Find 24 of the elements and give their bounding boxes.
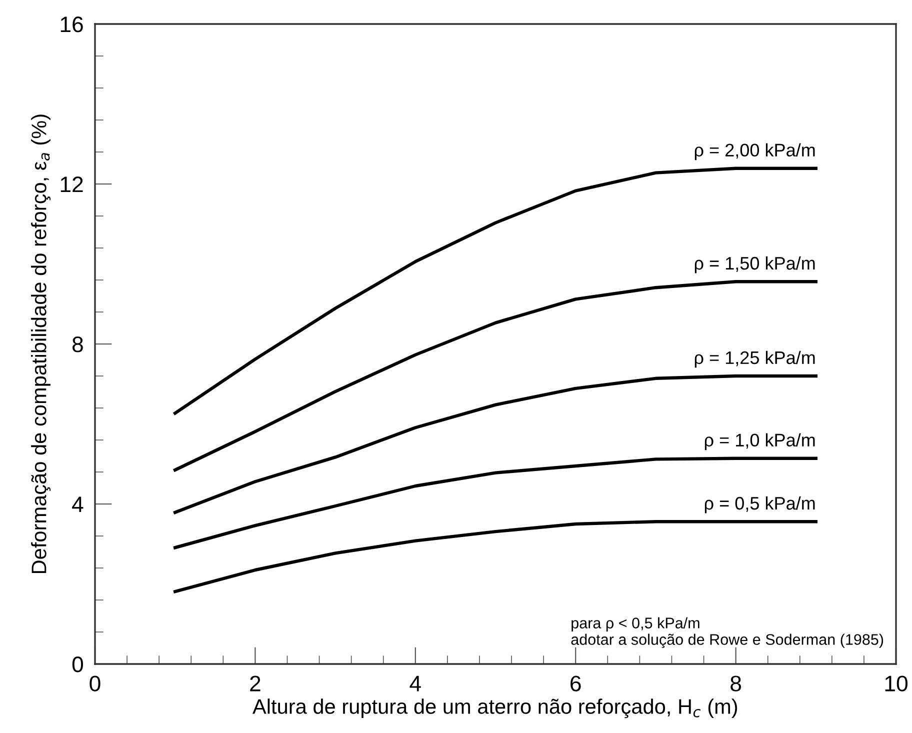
line-series	[174, 166, 818, 415]
series-label: ρ = 1,0 kPa/m	[704, 433, 815, 450]
y-axis-title: Deformação de compatibilidade do reforço, ε$_{a}$ (%)	[31, 114, 51, 574]
x-tick-label: 8	[730, 676, 742, 692]
series-label: ρ = 1,25 kPa/m	[694, 350, 815, 368]
x-tick-label: 10	[885, 676, 908, 692]
x-tick-label: 4	[410, 676, 421, 692]
y-tick-label: 8	[72, 336, 83, 352]
x-tick-label: 0	[90, 676, 100, 692]
line-series	[174, 520, 818, 594]
y-tick-label: 0	[72, 656, 84, 672]
x-tick-label: 6	[570, 676, 581, 692]
line-series	[174, 280, 818, 472]
y-tick-label: 16	[60, 16, 83, 32]
line-series	[174, 456, 818, 550]
series-label: ρ = 1,50 kPa/m	[694, 256, 815, 274]
series-label: ρ = 0,5 kPa/m	[704, 496, 815, 514]
annotation: para ρ < 0,5 kPa/m adotar a solução de Rowe e Soderman (1985)	[571, 617, 884, 648]
x-axis-title: Altura de ruptura de um aterro não reforçado, H$_{c}$ (m)	[252, 698, 738, 718]
x-tick-label: 2	[250, 676, 260, 692]
series-label: ρ = 2,00 kPa/m	[694, 143, 815, 160]
y-tick-label: 4	[72, 496, 84, 512]
line-series	[174, 374, 818, 514]
y-tick-label: 12	[60, 176, 83, 192]
